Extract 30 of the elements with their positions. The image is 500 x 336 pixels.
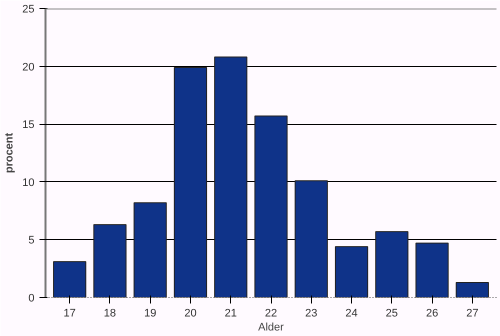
bar <box>53 261 86 298</box>
x-tick-label: 17 <box>64 308 76 320</box>
x-tick-label: 24 <box>345 308 358 320</box>
x-tick-label: 22 <box>264 308 278 320</box>
bar <box>254 116 288 298</box>
y-tick-label: 25 <box>22 4 35 16</box>
y-tick-label: 20 <box>22 61 35 74</box>
y-axis-title: procent <box>3 132 16 174</box>
x-tick-label: 21 <box>224 308 237 320</box>
bar <box>456 282 489 298</box>
bar <box>174 66 208 298</box>
x-tick-label: 18 <box>104 308 116 320</box>
y-tick-label: 5 <box>28 234 35 247</box>
bar <box>93 224 127 298</box>
x-tick-label: 23 <box>305 308 318 320</box>
y-tick-label: 0 <box>28 292 35 304</box>
x-tick-label: 20 <box>184 308 197 320</box>
bar <box>375 231 408 298</box>
bar <box>214 56 248 298</box>
x-axis-title: Alder <box>258 322 284 334</box>
bar <box>294 180 328 298</box>
y-tick-label: 15 <box>22 119 35 132</box>
x-tick-label: 27 <box>466 308 478 320</box>
x-tick-label: 25 <box>386 308 398 320</box>
x-tick-label: 26 <box>426 308 438 320</box>
bar <box>334 246 368 298</box>
y-tick-label: 10 <box>22 176 35 189</box>
x-tick-label: 19 <box>144 308 156 320</box>
bar <box>415 242 449 298</box>
bar <box>134 202 167 298</box>
